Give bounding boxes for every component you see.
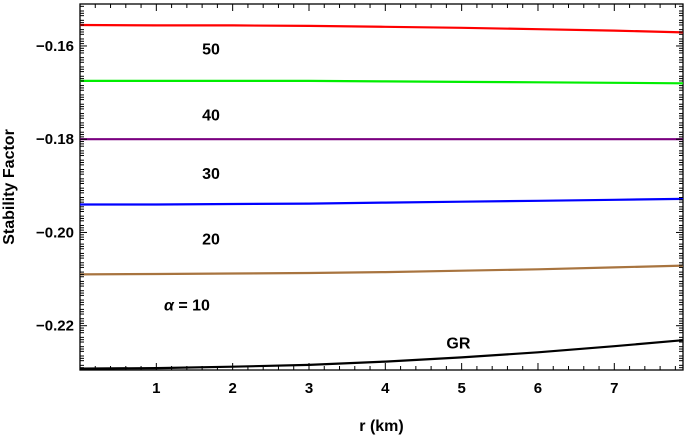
series-label-4: α = 10 [164,298,210,315]
x-tick-label: 4 [381,380,390,397]
series-line-5 [79,339,684,370]
series-label-3: 20 [202,232,220,249]
plot-area [79,3,684,371]
y-tick-label: −0.16 [36,38,74,55]
y-axis-title: Stability Factor [1,129,18,245]
x-tick-label: 2 [228,380,236,397]
series-layer [79,23,684,370]
x-tick-label: 1 [152,380,160,397]
series-label-5: GR [446,335,470,352]
series-label-0: 50 [202,41,220,58]
series-label-layer: 50 40 30 20 α = 10 GR [164,41,471,352]
series-line-1 [80,79,684,85]
x-tick-label: 3 [305,380,313,397]
x-tick-label: 6 [534,380,542,397]
series-line-0 [79,23,684,34]
y-tick-label: −0.18 [36,131,74,148]
x-tick-label: 5 [457,380,465,397]
y-tick-label: −0.22 [36,318,74,335]
y-tick-label: −0.20 [36,224,74,241]
series-label-2: 30 [202,166,220,183]
x-axis-title: r (km) [359,418,403,435]
x-tick-label: 7 [610,380,618,397]
plot-frame [79,3,684,371]
series-line-4 [79,264,684,276]
tick-layer: 1 2 3 4 5 6 7 −0.16 −0.18 −0.20 −0.22 [36,3,683,397]
series-line-3 [80,197,684,206]
series-label-1: 40 [202,107,220,124]
